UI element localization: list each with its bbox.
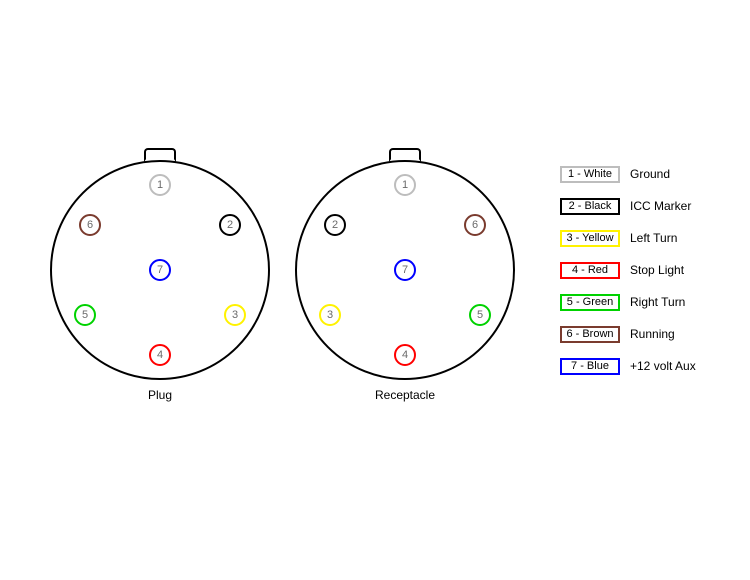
receptacle-pin-6: 6 — [464, 214, 486, 236]
legend-row-2: 2 - Black ICC Marker — [560, 197, 696, 215]
receptacle-label: Receptacle — [375, 388, 435, 402]
legend-text-5: Right Turn — [630, 295, 685, 309]
legend-swatch-2: 2 - Black — [560, 198, 620, 215]
plug-pin-4: 4 — [149, 344, 171, 366]
legend-row-6: 6 - Brown Running — [560, 325, 696, 343]
legend-row-4: 4 - Red Stop Light — [560, 261, 696, 279]
receptacle-pin-7: 7 — [394, 259, 416, 281]
diagram-stage: 1 6 2 7 5 3 4 Plug 1 2 6 7 3 5 4 Receptacle 1 - White Gro… — [0, 0, 750, 580]
legend-row-1: 1 - White Ground — [560, 165, 696, 183]
receptacle-pin-5: 5 — [469, 304, 491, 326]
plug-pin-3: 3 — [224, 304, 246, 326]
legend-swatch-3: 3 - Yellow — [560, 230, 620, 247]
legend-text-1: Ground — [630, 167, 670, 181]
legend: 1 - White Ground 2 - Black ICC Marker 3 - Ye… — [560, 165, 696, 389]
legend-text-3: Left Turn — [630, 231, 677, 245]
receptacle-pin-4: 4 — [394, 344, 416, 366]
legend-row-7: 7 - Blue +12 volt Aux — [560, 357, 696, 375]
receptacle-pin-1: 1 — [394, 174, 416, 196]
legend-swatch-5: 5 - Green — [560, 294, 620, 311]
legend-swatch-7: 7 - Blue — [560, 358, 620, 375]
legend-row-3: 3 - Yellow Left Turn — [560, 229, 696, 247]
legend-row-5: 5 - Green Right Turn — [560, 293, 696, 311]
legend-swatch-4: 4 - Red — [560, 262, 620, 279]
receptacle-pin-2: 2 — [324, 214, 346, 236]
legend-swatch-6: 6 - Brown — [560, 326, 620, 343]
plug-pin-5: 5 — [74, 304, 96, 326]
legend-text-6: Running — [630, 327, 675, 341]
legend-swatch-1: 1 - White — [560, 166, 620, 183]
plug-pin-1: 1 — [149, 174, 171, 196]
legend-text-2: ICC Marker — [630, 199, 691, 213]
receptacle-pin-3: 3 — [319, 304, 341, 326]
plug-pin-2: 2 — [219, 214, 241, 236]
plug-pin-6: 6 — [79, 214, 101, 236]
plug-pin-7: 7 — [149, 259, 171, 281]
plug-label: Plug — [148, 388, 172, 402]
legend-text-7: +12 volt Aux — [630, 359, 696, 373]
legend-text-4: Stop Light — [630, 263, 684, 277]
